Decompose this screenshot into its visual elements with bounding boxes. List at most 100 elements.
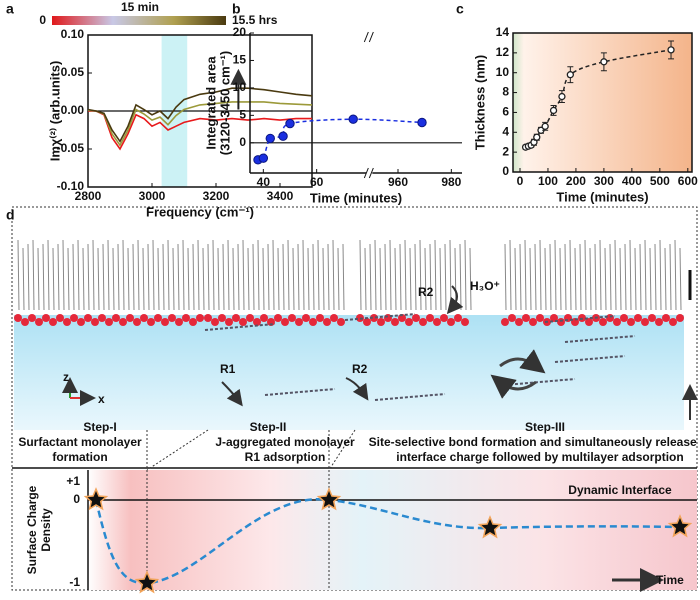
surfactant-head xyxy=(323,318,331,326)
surfactant-tail xyxy=(127,247,130,311)
y-tick-label: 5 xyxy=(239,108,246,122)
surfactant-tail xyxy=(619,247,622,311)
surfactant-tail xyxy=(312,243,315,311)
data-point xyxy=(558,92,566,101)
surfactant-head xyxy=(550,314,558,322)
surfactant-head xyxy=(641,318,649,326)
surfactant-tail xyxy=(399,243,402,311)
surfactant-tail xyxy=(614,239,617,311)
step-label: Step-II xyxy=(250,420,287,434)
water-phase xyxy=(14,315,684,430)
surfactant-tail xyxy=(92,239,95,311)
surfactant-tail xyxy=(394,247,397,311)
surfactant-head xyxy=(112,314,120,322)
surfactant-tail xyxy=(659,239,662,311)
surfactant-tail xyxy=(252,243,255,311)
surfactant-head xyxy=(211,318,219,326)
surfactant-tail xyxy=(207,243,210,311)
surfactant-head xyxy=(133,318,141,326)
surfactant-head xyxy=(281,318,289,326)
surfactant-tail xyxy=(469,247,472,311)
surfactant-tail xyxy=(267,243,270,311)
surfactant-tail xyxy=(177,243,180,311)
surfactant-tail xyxy=(599,239,602,311)
panel-letter: c xyxy=(456,1,464,17)
surfactant-tail xyxy=(579,243,582,311)
colorbar xyxy=(52,16,226,25)
surfactant-head xyxy=(232,314,240,322)
surfactant-head xyxy=(253,318,261,326)
surfactant-head xyxy=(126,314,134,322)
step-label: Step-III xyxy=(525,420,565,434)
surfactant-tail xyxy=(589,247,592,311)
surfactant-head xyxy=(182,314,190,322)
surfactant-head xyxy=(391,318,399,326)
surfactant-tail xyxy=(82,247,85,311)
surfactant-tail xyxy=(227,239,230,311)
surfactant-tail xyxy=(379,247,382,311)
surfactant-tail xyxy=(102,243,105,311)
colorbar-label: 15 min xyxy=(121,0,159,14)
surfactant-tail xyxy=(669,243,672,311)
state-star xyxy=(83,487,109,511)
surfactant-head xyxy=(119,318,127,326)
surfactant-tail xyxy=(609,243,612,311)
surfactant-head xyxy=(21,318,29,326)
x-tick-label: 300 xyxy=(594,174,614,188)
reaction-label: R1 xyxy=(220,362,236,376)
surfactant-head xyxy=(522,314,530,322)
spectrum-line xyxy=(87,87,313,143)
dye-molecule xyxy=(264,388,336,396)
x-tick-label: 40 xyxy=(257,175,271,189)
spectrum-line xyxy=(87,101,313,147)
surfactant-head xyxy=(70,314,78,322)
surfactant-tail xyxy=(404,239,407,311)
exchange-arrow xyxy=(499,349,546,374)
surfactant-tail xyxy=(232,247,235,311)
surfactant-tail xyxy=(27,243,30,311)
surfactant-tail xyxy=(47,239,50,311)
x-tick-label: 3200 xyxy=(203,189,230,203)
axis-label: x xyxy=(98,392,105,406)
surfactant-head xyxy=(189,318,197,326)
surfactant-head xyxy=(337,318,345,326)
data-point xyxy=(285,118,295,129)
dye-molecule xyxy=(344,313,416,321)
surfactant-tail xyxy=(257,239,260,311)
surfactant-tail xyxy=(384,243,387,311)
data-point xyxy=(600,58,608,66)
axis-break xyxy=(363,31,369,43)
surfactant-tail xyxy=(389,239,392,311)
surfactant-tail xyxy=(182,239,185,311)
surfactant-head xyxy=(330,314,338,322)
x-tick-label: 2800 xyxy=(75,189,102,203)
step-note: R1 adsorption xyxy=(245,450,326,464)
charge-label: Density xyxy=(39,508,53,552)
surfactant-tail xyxy=(87,243,90,311)
reaction-arrow xyxy=(345,377,369,401)
surfactant-tail xyxy=(287,239,290,311)
surfactant-tail xyxy=(549,243,552,311)
surfactant-tail xyxy=(262,247,265,311)
surfactant-tail xyxy=(107,239,110,311)
surfactant-tail xyxy=(162,243,165,311)
surfactant-head xyxy=(35,318,43,326)
surfactant-head xyxy=(98,314,106,322)
surfactant-head xyxy=(606,314,614,322)
surfactant-tail xyxy=(554,239,557,311)
dye-molecule xyxy=(374,393,446,401)
x-tick-label: 100 xyxy=(538,174,558,188)
surfactant-tail xyxy=(292,247,295,311)
colorbar-label: 0 xyxy=(39,13,46,27)
surfactant-tail xyxy=(42,243,45,311)
step-note: interface charge followed by multilayer … xyxy=(396,450,683,464)
panel-letter: b xyxy=(232,1,241,17)
step-note: J-aggregated monolayer xyxy=(215,435,355,449)
surfactant-tail xyxy=(217,247,220,311)
surfactant-tail xyxy=(67,247,70,311)
surfactant-head xyxy=(154,314,162,322)
surfactant-head xyxy=(147,318,155,326)
spectrum-line xyxy=(88,110,312,151)
charge-tick: -1 xyxy=(69,575,80,589)
